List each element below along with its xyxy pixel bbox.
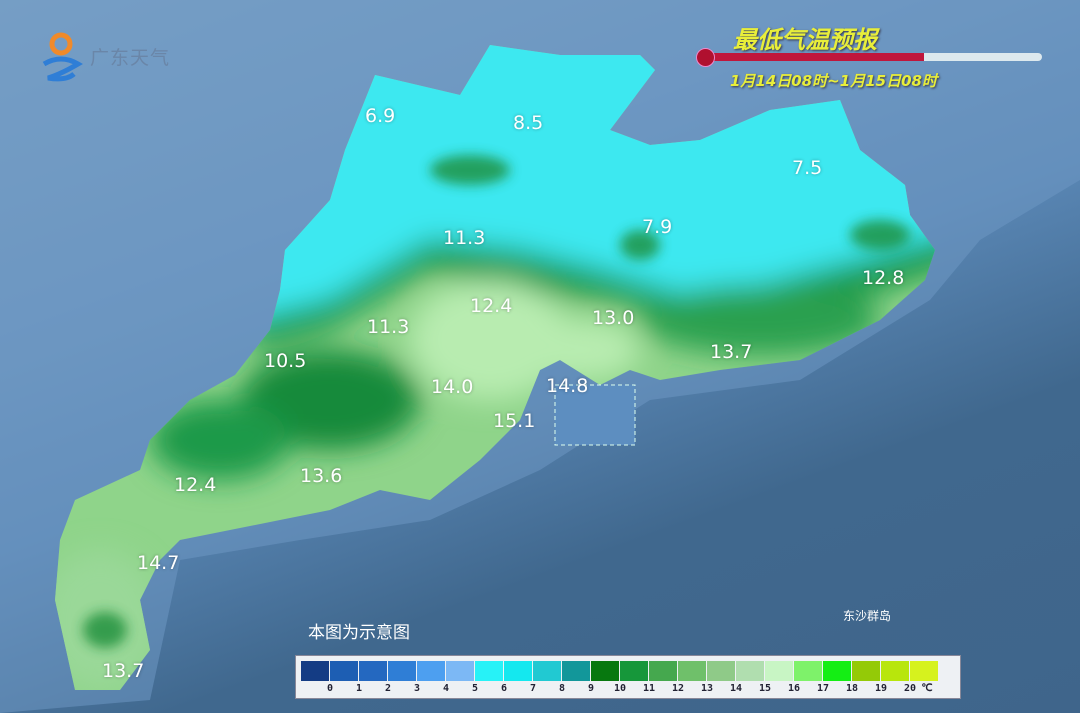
- legend-swatch: [910, 661, 938, 681]
- legend-label: 18: [845, 683, 859, 694]
- temp-label: 6.9: [365, 105, 396, 127]
- legend-label: 13: [700, 683, 714, 694]
- temp-label: 7.9: [642, 216, 673, 238]
- legend-swatch: [649, 661, 677, 681]
- temp-label: 15.1: [493, 410, 536, 432]
- legend-swatch: [591, 661, 619, 681]
- legend-swatch: [707, 661, 735, 681]
- legend-swatch: [330, 661, 358, 681]
- logo-text: 广东天气: [90, 46, 171, 69]
- legend-swatch: [533, 661, 561, 681]
- legend-swatch: [620, 661, 648, 681]
- legend-label: 16: [787, 683, 801, 694]
- legend-swatch: [475, 661, 503, 681]
- legend-label: 7: [529, 683, 537, 694]
- legend-label: 1: [355, 683, 363, 694]
- temp-label: 14.0: [431, 376, 474, 398]
- temp-label: 11.3: [367, 316, 410, 338]
- legend-label: 5: [471, 683, 479, 694]
- logo: 广东天气: [36, 26, 170, 86]
- legend-label: 10: [613, 683, 627, 694]
- forecast-period: 1月14日08时~1月15日08时: [730, 72, 937, 90]
- legend-swatch: [562, 661, 590, 681]
- legend-swatch: [852, 661, 880, 681]
- legend-label: 0: [326, 683, 334, 694]
- temp-label: 7.5: [792, 157, 823, 179]
- legend-label: 2: [384, 683, 392, 694]
- legend-label: 15: [758, 683, 772, 694]
- legend-label: 4: [442, 683, 450, 694]
- legend-swatch: [881, 661, 909, 681]
- temp-label: 12.8: [862, 267, 905, 289]
- legend-swatch: [823, 661, 851, 681]
- legend-label: 14: [729, 683, 743, 694]
- hong-kong-area: [554, 384, 636, 446]
- temp-label: 13.7: [102, 660, 145, 682]
- legend-swatch: [765, 661, 793, 681]
- legend-label: 20: [903, 683, 917, 694]
- legend-swatch: [359, 661, 387, 681]
- legend-swatch: [794, 661, 822, 681]
- legend-label: 17: [816, 683, 830, 694]
- legend-swatch: [446, 661, 474, 681]
- color-legend: 0 1 2 3 4 5 6 7 8 9 10 11 12 13 14 15 16 17 18 19 20 ℃: [295, 655, 961, 699]
- legend-label: ℃: [921, 683, 933, 694]
- legend-swatch: [417, 661, 445, 681]
- legend-label: 8: [558, 683, 566, 694]
- legend-swatch: [388, 661, 416, 681]
- legend-label: 9: [587, 683, 595, 694]
- temp-label: 11.3: [443, 227, 486, 249]
- map-title: 最低气温预报: [733, 26, 877, 54]
- legend-label: 12: [671, 683, 685, 694]
- temp-label: 14.7: [137, 552, 180, 574]
- legend-swatch: [736, 661, 764, 681]
- temp-label: 13.7: [710, 341, 753, 363]
- temp-label: 13.6: [300, 465, 343, 487]
- thermometer-icon: [694, 48, 1044, 67]
- temp-label: 12.4: [174, 474, 217, 496]
- schematic-note: 本图为示意图: [308, 623, 410, 643]
- legend-label: 3: [413, 683, 421, 694]
- legend-label: 11: [642, 683, 656, 694]
- sun-wave-logo-icon: [42, 32, 83, 82]
- dongsha-islands-label: 东沙群岛: [843, 609, 892, 623]
- legend-label: 19: [874, 683, 888, 694]
- legend-swatch: [301, 661, 329, 681]
- temp-label: 12.4: [470, 295, 513, 317]
- legend-swatch: [504, 661, 532, 681]
- legend-label: 6: [500, 683, 508, 694]
- temp-label: 13.0: [592, 307, 635, 329]
- temp-label: 8.5: [513, 112, 544, 134]
- temp-label: 14.8: [546, 375, 589, 397]
- temp-label: 10.5: [264, 350, 307, 372]
- legend-swatch: [678, 661, 706, 681]
